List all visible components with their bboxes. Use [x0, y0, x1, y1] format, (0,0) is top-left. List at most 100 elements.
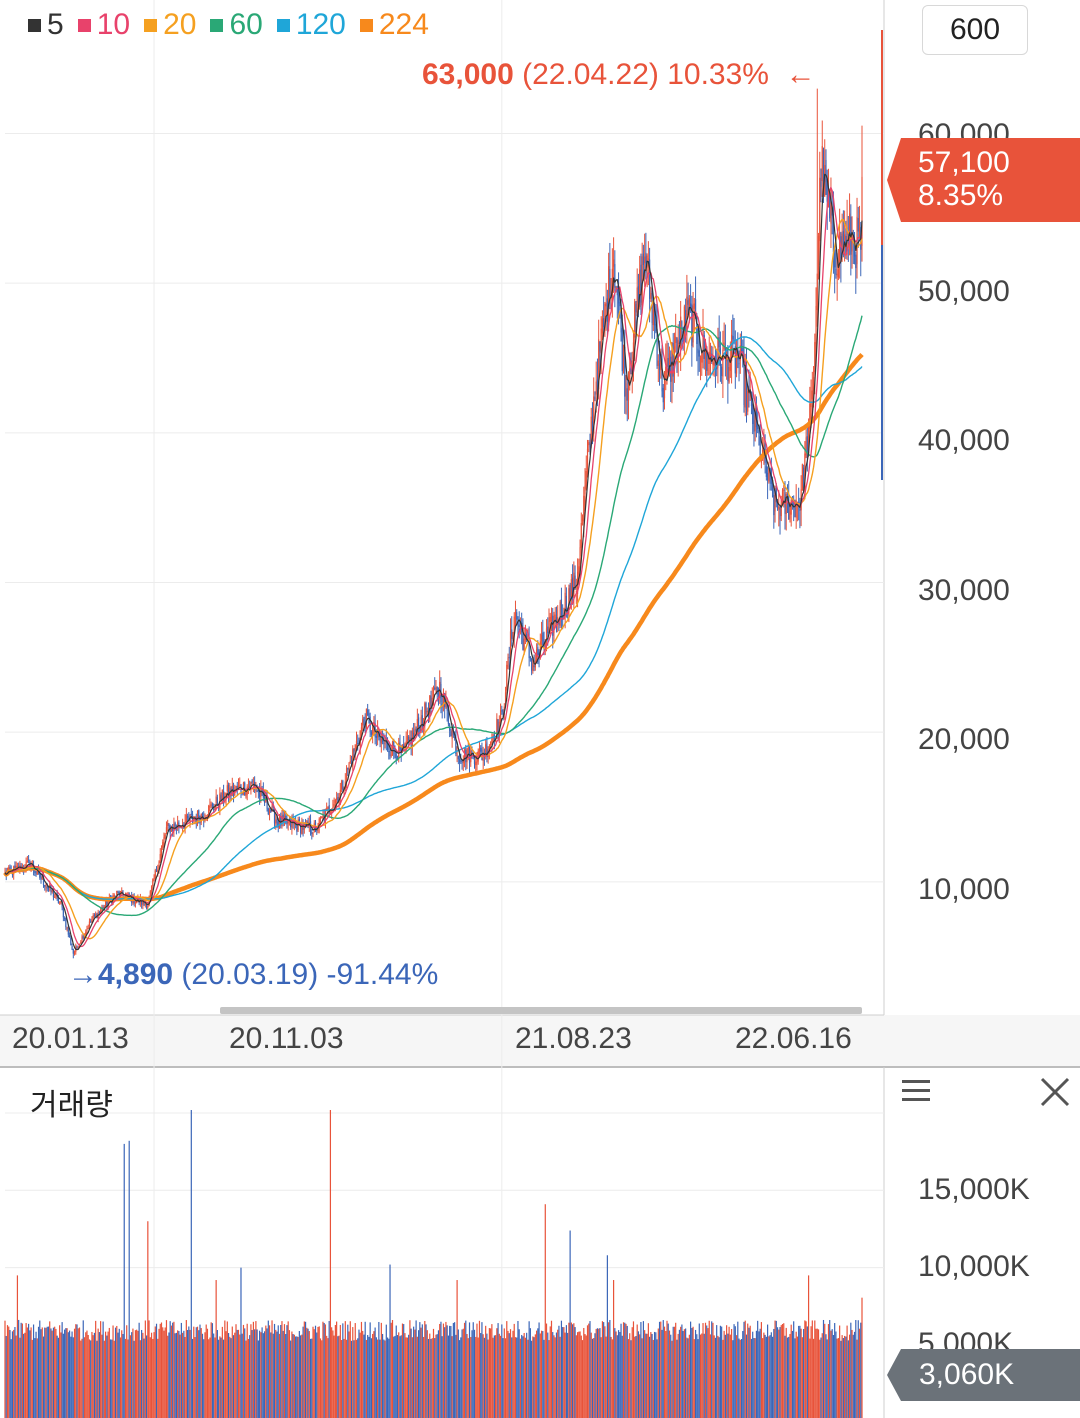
candle-body	[734, 346, 736, 374]
volume-bar	[348, 1331, 350, 1418]
candle-body	[686, 296, 688, 331]
volume-bar	[425, 1324, 427, 1418]
volume-bar	[615, 1331, 617, 1418]
candle-body	[794, 504, 796, 517]
volume-bar	[416, 1336, 418, 1418]
volume-bar	[707, 1328, 709, 1418]
volume-bar	[788, 1336, 790, 1418]
candle-body	[760, 459, 762, 463]
volume-bar	[427, 1338, 430, 1418]
volume-bar	[344, 1321, 346, 1418]
volume-bar	[167, 1335, 169, 1418]
candle-body	[619, 301, 621, 307]
volume-bar	[732, 1340, 734, 1418]
candle-body	[318, 818, 320, 828]
volume-bar	[815, 1328, 817, 1418]
volume-bar	[160, 1322, 163, 1418]
volume-bar	[406, 1337, 409, 1418]
volume-bar	[651, 1333, 653, 1418]
close-icon[interactable]	[1036, 1074, 1074, 1110]
volume-bar	[329, 1110, 332, 1418]
candle-body	[814, 342, 816, 373]
candle-body	[604, 303, 606, 327]
candle-body	[635, 304, 637, 312]
volume-bar	[117, 1332, 119, 1418]
candle-body	[114, 895, 117, 897]
legend-swatch	[28, 18, 41, 32]
candle-body	[743, 353, 745, 406]
candle-body	[60, 901, 62, 903]
volume-bar	[596, 1328, 599, 1418]
legend-ma224[interactable]: 224	[359, 8, 429, 42]
volume-bar	[547, 1332, 549, 1418]
volume-bar	[857, 1320, 859, 1418]
volume-bar	[697, 1339, 699, 1418]
legend-ma20[interactable]: 20	[144, 8, 196, 42]
volume-bar	[507, 1330, 509, 1418]
volume-bar	[340, 1340, 343, 1418]
volume-bar	[411, 1337, 413, 1418]
candle-body	[29, 861, 31, 869]
candle-body	[598, 339, 600, 390]
legend-ma60[interactable]: 60	[210, 8, 263, 42]
low-date: (20.03.19)	[181, 958, 319, 991]
volume-bar	[322, 1321, 324, 1418]
volume-bar	[635, 1336, 637, 1418]
volume-bar	[754, 1338, 756, 1418]
legend-ma120[interactable]: 120	[276, 8, 346, 42]
volume-bar	[641, 1338, 643, 1418]
volume-bar	[704, 1322, 707, 1418]
volume-bar	[377, 1339, 379, 1418]
volume-bar	[570, 1322, 572, 1418]
volume-bar	[567, 1332, 569, 1418]
volume-bar	[101, 1334, 103, 1418]
volume-bar	[742, 1331, 744, 1418]
candle-body	[667, 358, 669, 367]
volume-bar	[840, 1340, 842, 1418]
candle-body	[634, 301, 636, 338]
volume-bar	[599, 1328, 601, 1418]
candle-body	[698, 350, 700, 357]
period-button[interactable]: 600	[922, 5, 1028, 55]
volume-bar	[281, 1321, 283, 1418]
candle-body	[201, 813, 204, 817]
volume-bar	[801, 1337, 803, 1418]
volume-bar	[23, 1333, 25, 1418]
candle-body	[257, 789, 259, 791]
x-axis-band	[0, 1015, 1080, 1067]
candle-body	[62, 907, 64, 918]
candle-body	[388, 751, 390, 753]
candle-body	[45, 886, 47, 888]
volume-bar	[591, 1338, 594, 1418]
candle-body	[485, 744, 487, 756]
volume-bar	[215, 1280, 217, 1418]
candle-body	[247, 786, 250, 788]
candle-body	[729, 358, 731, 371]
volume-bar	[856, 1339, 858, 1418]
volume-bar	[811, 1320, 813, 1418]
volume-bar	[463, 1322, 466, 1418]
volume-bar	[319, 1338, 322, 1418]
legend-swatch	[276, 18, 290, 32]
candle-body	[707, 368, 709, 376]
volume-bar	[630, 1340, 632, 1418]
volume-bar	[606, 1255, 608, 1418]
candle-body	[763, 444, 765, 447]
candle-body	[119, 892, 122, 898]
volume-bar	[760, 1322, 762, 1418]
volume-bar	[396, 1335, 399, 1418]
hamburger-menu-icon[interactable]	[898, 1076, 934, 1106]
candle-body	[754, 408, 756, 432]
legend-ma10[interactable]: 10	[77, 8, 130, 42]
candle-body	[426, 710, 428, 713]
volume-bar	[540, 1330, 543, 1418]
legend-ma5[interactable]: 5	[28, 8, 64, 42]
candle-body	[745, 363, 748, 410]
candle-body	[256, 791, 258, 793]
candle-body	[805, 437, 807, 456]
volume-bar	[133, 1340, 135, 1418]
candle-body	[333, 803, 335, 807]
volume-bar	[134, 1330, 137, 1418]
candle-body	[271, 805, 273, 812]
